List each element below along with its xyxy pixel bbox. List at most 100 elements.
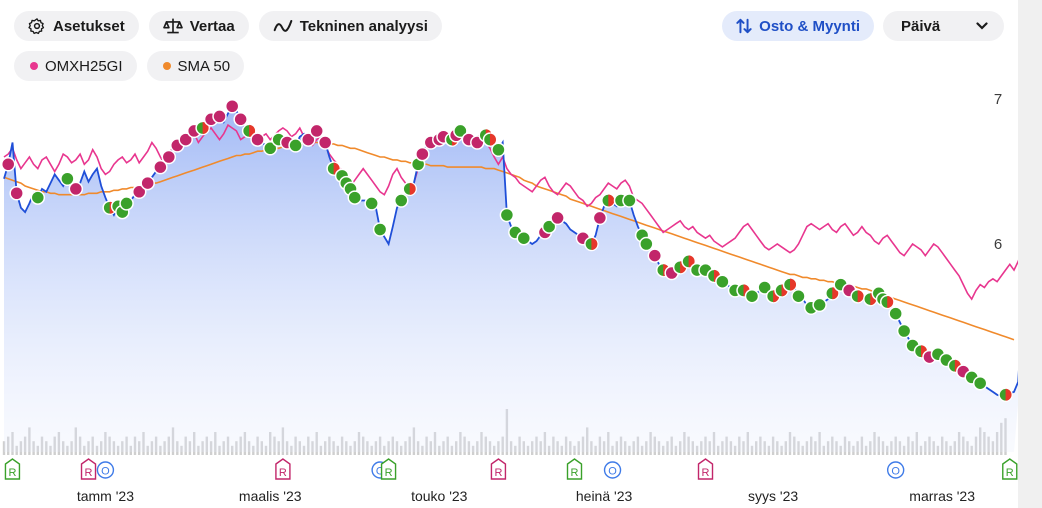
event-marker-label: R [385, 467, 393, 479]
chart-right-tools: Osto & Myynti Päivä [722, 11, 1004, 41]
buy-marker [896, 323, 912, 339]
report-event-marker: R [697, 458, 714, 480]
sell-marker [9, 186, 24, 201]
sell-marker [0, 157, 16, 172]
buy-marker [262, 141, 278, 156]
event-marker-label: R [702, 467, 710, 479]
index-color-dot [30, 62, 38, 70]
legend-index[interactable]: OMXH25GI [14, 51, 137, 81]
buy-marker [541, 219, 557, 234]
buy-sell-marker [241, 123, 257, 139]
buy-marker [757, 280, 772, 295]
buy-marker [393, 193, 409, 208]
trend-line-icon [273, 18, 293, 34]
sell-marker [131, 184, 147, 200]
technical-analysis-label: Tekninen analyysi [299, 17, 428, 35]
sell-marker [592, 210, 608, 226]
buy-sell-marker [850, 288, 865, 304]
buy-sell-toggle[interactable]: Osto & Myynti [722, 11, 874, 41]
buy-marker [372, 222, 388, 237]
buy-marker [639, 236, 654, 252]
sell-marker [161, 149, 177, 165]
chart-toolbar: Asetukset Vertaa Tekninen analyysi [14, 11, 442, 41]
x-tick-label: maalis '23 [239, 488, 302, 504]
sell-marker [309, 123, 324, 139]
sell-marker [317, 135, 333, 150]
page-scrollbar[interactable] [1018, 0, 1042, 508]
legend-index-label: OMXH25GI [45, 57, 123, 75]
compare-button[interactable]: Vertaa [148, 11, 249, 41]
sma-color-dot [162, 62, 171, 70]
buy-sell-marker [782, 277, 798, 292]
buy-marker [364, 196, 379, 211]
sell-marker [140, 175, 155, 191]
event-marker-label: R [8, 467, 16, 479]
technical-analysis-button[interactable]: Tekninen analyysi [258, 11, 442, 41]
buy-marker [60, 171, 75, 186]
report-event-marker: R [80, 458, 97, 480]
x-tick-label: marras '23 [909, 488, 975, 504]
report-event-marker: R [490, 458, 507, 480]
interval-select[interactable]: Päivä [883, 11, 1004, 41]
buy-sell-marker [326, 161, 341, 176]
buy-marker [347, 190, 363, 205]
buy-sell-marker [584, 236, 599, 252]
y-tick-label: 6 [994, 236, 1002, 253]
event-marker-label: R [85, 467, 93, 479]
buy-marker [888, 306, 903, 321]
buy-marker [715, 274, 730, 289]
sell-marker [250, 132, 265, 147]
event-marker-label: R [1006, 467, 1014, 479]
event-marker-label: O [891, 466, 900, 478]
buy-marker [491, 142, 506, 157]
settings-label: Asetukset [53, 17, 125, 35]
event-marker-label: O [101, 466, 110, 478]
buy-sell-marker [879, 294, 895, 310]
report-event-marker: R [380, 458, 397, 480]
trade-markers [0, 99, 1013, 403]
x-tick-label: touko '23 [411, 488, 468, 504]
legend-sma-label: SMA 50 [177, 57, 231, 75]
sell-marker [647, 248, 663, 263]
buy-sell-label: Osto & Myynti [759, 17, 860, 35]
event-marker-label: O [608, 466, 617, 478]
y-tick-label: 7 [994, 91, 1002, 108]
buy-marker [791, 288, 806, 304]
sell-marker [224, 99, 240, 114]
other-event-marker: O [603, 461, 622, 479]
sell-marker [301, 132, 316, 147]
buy-sell-marker [402, 181, 417, 197]
sell-marker [178, 132, 193, 147]
buy-sell-marker [482, 132, 498, 147]
event-marker-label: R [279, 467, 287, 479]
other-event-marker: O [96, 461, 115, 479]
buy-marker [812, 297, 827, 313]
x-tick-label: heinä '23 [576, 488, 633, 504]
buy-sell-marker [601, 193, 616, 208]
event-marker-label: O [376, 466, 385, 478]
other-event-marker: O [886, 461, 905, 479]
settings-button[interactable]: Asetukset [14, 11, 139, 41]
chevron-down-icon [976, 22, 988, 30]
interval-value: Päivä [901, 17, 941, 35]
buy-sell-arrows-icon [736, 17, 752, 35]
sell-marker [233, 112, 248, 127]
x-tick-label: tamm '23 [77, 488, 134, 504]
chart-legend: OMXH25GI SMA 50 [14, 51, 245, 81]
buy-marker [288, 138, 303, 153]
buy-marker [744, 288, 760, 304]
x-axis-labels: tamm '23 maalis '23 touko '23 heinä '23 syys… [77, 488, 975, 504]
x-tick-label: syys '23 [748, 488, 798, 504]
event-marker-label: R [571, 467, 579, 479]
buy-marker [972, 375, 988, 391]
sell-marker [212, 109, 227, 124]
buy-marker [453, 123, 468, 139]
compare-label: Vertaa [189, 17, 235, 35]
report-event-marker: R [275, 458, 291, 480]
price-area [4, 106, 1018, 452]
legend-sma[interactable]: SMA 50 [146, 51, 245, 81]
buy-marker [516, 230, 532, 246]
scale-icon [162, 17, 183, 35]
